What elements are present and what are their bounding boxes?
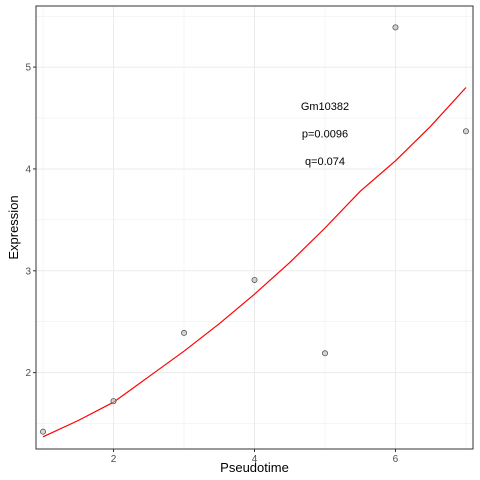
data-point bbox=[251, 276, 258, 283]
data-point bbox=[181, 329, 188, 336]
annotation-p-value: p=0.0096 bbox=[302, 128, 348, 140]
y-tick-label: 4 bbox=[25, 164, 31, 175]
points-layer bbox=[40, 24, 469, 435]
y-tick-label: 3 bbox=[25, 266, 31, 277]
x-tick-label: 2 bbox=[111, 454, 117, 465]
data-point bbox=[321, 350, 328, 357]
x-tick-label: 4 bbox=[252, 454, 258, 465]
y-tick-label: 2 bbox=[25, 368, 31, 379]
data-point bbox=[110, 398, 117, 405]
ticks-layer: 2 4 6 2 3 4 5 bbox=[25, 63, 398, 465]
data-point bbox=[392, 24, 399, 31]
grid-layer bbox=[36, 6, 473, 449]
x-axis-title: Pseudotime bbox=[220, 460, 289, 475]
y-tick-label: 5 bbox=[25, 63, 31, 74]
x-tick-label: 6 bbox=[393, 454, 399, 465]
y-axis-title: Expression bbox=[6, 195, 21, 259]
annotation-q-value: q=0.074 bbox=[305, 156, 345, 168]
annotation-gene-name: Gm10382 bbox=[301, 101, 349, 113]
data-point bbox=[462, 128, 469, 135]
data-point bbox=[40, 428, 47, 435]
